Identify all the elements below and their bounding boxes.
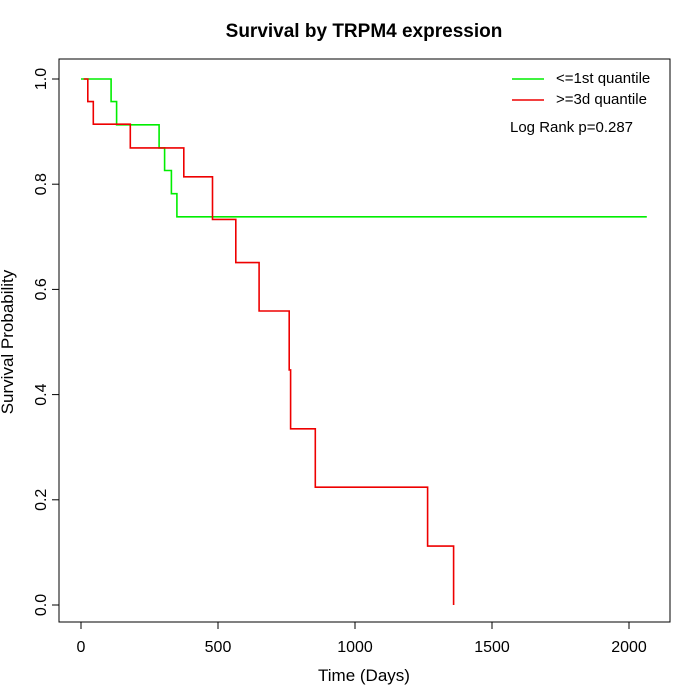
x-tick-label: 2000 [611, 639, 647, 656]
y-tick-label: 1.0 [33, 68, 50, 90]
log-rank-annotation: Log Rank p=0.287 [510, 119, 633, 136]
legend: <=1st quantile >=3d quantile [512, 70, 650, 108]
y-tick-label: 0.2 [33, 489, 50, 511]
series-line-high-quantile [83, 78, 455, 605]
x-tick-label: 1500 [474, 639, 510, 656]
y-tick-label: 0.0 [33, 594, 50, 616]
y-tick-label: 0.4 [33, 383, 50, 405]
x-axis: 0 500 1000 1500 2000 [77, 621, 647, 656]
chart-title: Survival by TRPM4 expression [226, 21, 503, 42]
plot-frame [58, 58, 671, 623]
series-layer [81, 78, 647, 605]
legend-label: >=3d quantile [556, 91, 647, 108]
y-tick-label: 0.6 [33, 278, 50, 300]
x-tick-label: 500 [205, 639, 232, 656]
x-tick-label: 0 [77, 639, 86, 656]
y-tick-label: 0.8 [33, 173, 50, 195]
x-tick-label: 1000 [337, 639, 373, 656]
legend-label: <=1st quantile [556, 70, 650, 87]
x-axis-title: Time (Days) [318, 666, 410, 685]
y-axis-title: Survival Probability [0, 269, 17, 414]
y-axis: 0.0 0.2 0.4 0.6 0.8 1.0 [33, 68, 60, 616]
